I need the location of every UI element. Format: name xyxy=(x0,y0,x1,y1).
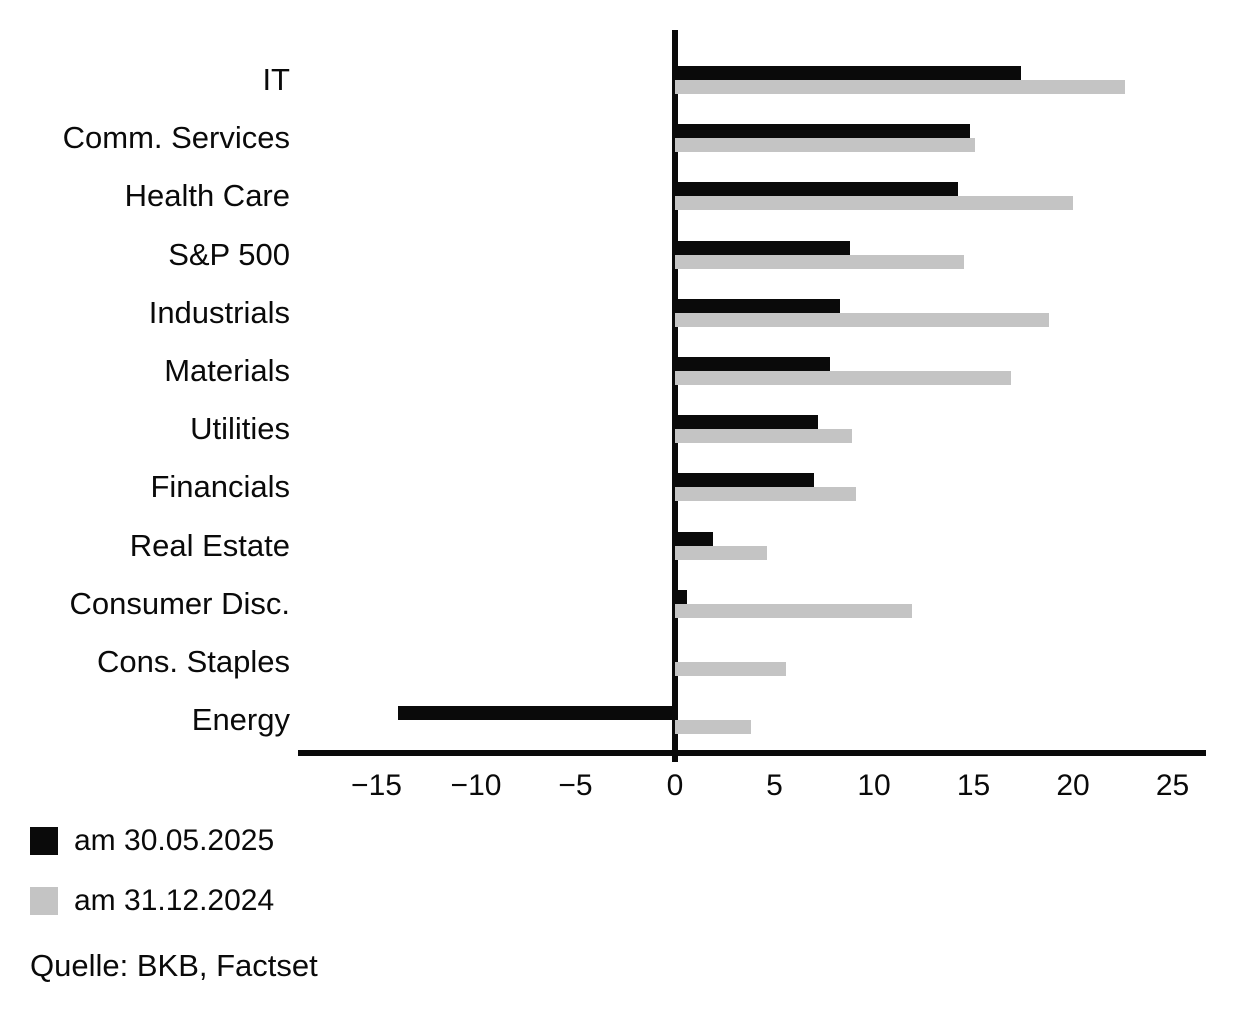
bar-current xyxy=(675,124,970,139)
x-tick-label: 25 xyxy=(1155,769,1190,802)
x-tick-label: −5 xyxy=(558,769,593,802)
category-label: Comm. Services xyxy=(62,120,290,156)
bar-previous xyxy=(675,371,1012,385)
bar-current xyxy=(675,531,713,546)
bar-previous xyxy=(675,545,767,560)
baseline-axis xyxy=(298,750,1206,756)
legend-label: am 30.05.2025 xyxy=(74,824,275,857)
x-tick-label: −15 xyxy=(351,769,402,802)
bar-previous xyxy=(675,138,976,153)
bar-current xyxy=(675,415,819,430)
bar-current xyxy=(675,298,841,313)
category-label: Real Estate xyxy=(129,527,290,563)
legend-label: am 31.12.2024 xyxy=(74,884,275,917)
bar-previous xyxy=(675,429,853,444)
bar-previous xyxy=(675,254,964,269)
x-tick-label: 5 xyxy=(766,769,783,802)
bar-previous xyxy=(675,487,857,502)
category-label: S&P 500 xyxy=(168,236,290,272)
zero-axis-line xyxy=(672,30,678,762)
x-tick-label: −10 xyxy=(450,769,502,802)
bar-current xyxy=(398,706,675,721)
x-tick-label: 15 xyxy=(956,769,991,802)
category-label: Utilities xyxy=(190,411,290,447)
category-label: Materials xyxy=(164,353,290,388)
legend-swatch xyxy=(30,887,58,915)
category-label: IT xyxy=(262,62,290,97)
bar-current xyxy=(675,66,1022,80)
bar-previous xyxy=(675,80,1125,94)
bar-previous xyxy=(675,312,1050,327)
x-tick-label: 20 xyxy=(1056,769,1090,802)
bar-current xyxy=(675,182,958,197)
category-label: Industrials xyxy=(148,294,290,330)
category-label: Financials xyxy=(150,469,290,505)
bar-previous xyxy=(675,662,787,676)
category-label: Energy xyxy=(191,702,290,738)
bar-previous xyxy=(675,720,751,735)
bar-current xyxy=(675,589,687,604)
bar-current xyxy=(675,357,831,371)
category-label: Health Care xyxy=(124,178,290,214)
source-note: Quelle: BKB, Factset xyxy=(30,948,318,983)
bar-previous xyxy=(675,196,1073,211)
bar-current xyxy=(675,473,815,488)
category-label: Cons. Staples xyxy=(97,644,290,679)
bar-current xyxy=(675,240,851,255)
legend-swatch xyxy=(30,827,58,855)
x-tick-label: 0 xyxy=(666,769,684,802)
bar-previous xyxy=(675,603,912,618)
category-label: Consumer Disc. xyxy=(69,585,291,621)
x-tick-label: 10 xyxy=(857,769,891,802)
